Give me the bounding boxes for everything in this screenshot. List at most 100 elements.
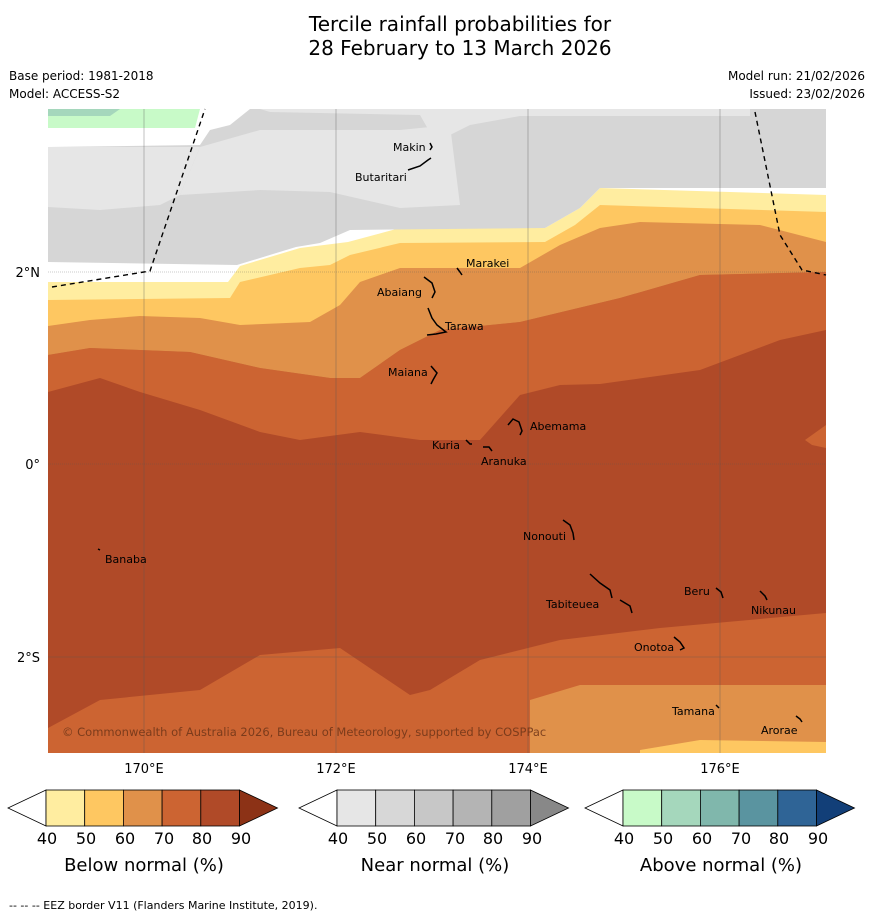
onotoa-shape <box>673 636 686 651</box>
kuria-shape <box>465 439 472 445</box>
beru-shape <box>715 587 724 599</box>
abaiang-shape <box>423 276 436 299</box>
label-abemama: Abemama <box>530 420 586 433</box>
tick-below-90: 90 <box>231 829 251 848</box>
colorbar-above <box>584 789 856 827</box>
eez-border-east <box>754 111 827 276</box>
tick-near-70: 70 <box>445 829 465 848</box>
colorbar-swatch <box>777 789 817 827</box>
eez-footnote: -- -- -- EEZ border V11 (Flanders Marine… <box>9 899 318 912</box>
island-shapes <box>97 142 803 723</box>
abemama-shape <box>507 418 523 436</box>
colorbar-swatch <box>375 789 415 827</box>
label-tamana: Tamana <box>671 705 715 718</box>
zone-above-60 <box>48 109 120 116</box>
legend-near-label: Near normal (%) <box>361 855 510 876</box>
label-onotoa: Onotoa <box>634 641 674 654</box>
base-period: Base period: 1981-2018 <box>9 69 154 83</box>
lat-label-2n: 2°N <box>16 266 41 281</box>
nonouti-shape <box>562 519 575 541</box>
colorbar-extend-low <box>298 789 338 827</box>
tick-near-90: 90 <box>522 829 542 848</box>
label-tarawa: Tarawa <box>444 320 484 333</box>
zone-below-70-north <box>48 272 826 440</box>
issued-date: Issued: 23/02/2026 <box>749 87 865 101</box>
eez-border <box>51 108 827 288</box>
tick-below-80: 80 <box>192 829 212 848</box>
legend-above-label: Above normal (%) <box>640 855 802 876</box>
colorbar-swatch <box>413 789 454 827</box>
legend-near-normal: 40 50 60 70 80 90 Near normal (%) <box>298 789 570 876</box>
lat-label-0: 0° <box>25 458 40 473</box>
legend-above-normal: 40 50 60 70 80 90 Above normal (%) <box>584 789 856 876</box>
aranuka-shape <box>483 446 493 452</box>
probability-map <box>48 109 826 753</box>
meta-right: Model run: 21/02/2026 Issued: 23/02/2026 <box>728 67 865 103</box>
lat-axis: 2°N 0° 2°S <box>16 266 41 666</box>
lat-label-2s: 2°S <box>17 651 40 666</box>
tick-below-50: 50 <box>76 829 96 848</box>
meta-left: Base period: 1981-2018 Model: ACCESS-S2 <box>9 67 154 103</box>
tick-near-50: 50 <box>367 829 387 848</box>
label-makin: Makin <box>393 141 426 154</box>
zone-near-50-left <box>48 147 200 210</box>
colorbar-below <box>7 789 279 827</box>
tick-below-40: 40 <box>37 829 57 848</box>
tick-near-60: 60 <box>406 829 426 848</box>
tamana-shape <box>715 704 720 709</box>
legend-below-label: Below normal (%) <box>64 855 224 876</box>
colorbar-swatch <box>45 789 86 827</box>
tick-above-80: 80 <box>769 829 789 848</box>
label-marakei: Marakei <box>466 257 509 270</box>
colorbar-extend-high <box>816 789 856 827</box>
label-banaba: Banaba <box>105 553 147 566</box>
graticule <box>48 109 826 753</box>
colorbar-swatch <box>200 789 240 827</box>
tick-above-70: 70 <box>731 829 751 848</box>
label-aranuka: Aranuka <box>481 455 527 468</box>
label-butaritari: Butaritari <box>355 171 407 184</box>
colorbar-swatch <box>738 789 779 827</box>
copyright-notice: © Commonwealth of Australia 2026, Bureau… <box>62 725 546 739</box>
lon-label-174: 174°E <box>508 762 548 777</box>
lon-axis: 170°E 172°E 174°E 176°E <box>124 762 740 777</box>
colorbar-swatch <box>622 789 663 827</box>
zone-near-50-top <box>260 109 750 150</box>
tarawa-shape <box>426 307 448 336</box>
island-labels: Makin Butaritari Marakei Abaiang Tarawa … <box>105 141 798 737</box>
makin-shape <box>429 142 433 151</box>
model-name: Model: ACCESS-S2 <box>9 87 121 101</box>
colorbar-swatch <box>452 789 493 827</box>
arorae-shape <box>795 715 803 723</box>
label-nikunau: Nikunau <box>751 604 796 617</box>
label-maiana: Maiana <box>388 366 428 379</box>
tick-near-80: 80 <box>483 829 503 848</box>
eez-border-west <box>51 108 206 288</box>
label-abaiang: Abaiang <box>377 286 422 299</box>
colorbar-swatch <box>336 789 377 827</box>
ticks-above: 40 50 60 70 80 90 <box>614 829 828 848</box>
zone-near-50-center <box>180 125 460 208</box>
nikunau-shape <box>759 590 768 601</box>
zone-below-50-south <box>640 740 826 753</box>
label-nonouti: Nonouti <box>523 530 566 543</box>
colorbar-swatch <box>84 789 124 827</box>
banaba-shape <box>97 548 101 551</box>
colorbar-extend-high <box>239 789 279 827</box>
tick-near-40: 40 <box>328 829 348 848</box>
colorbar-swatch <box>491 789 531 827</box>
model-run: Model run: 21/02/2026 <box>727 69 865 83</box>
colorbar-extend-low <box>7 789 47 827</box>
tabiteuea-north-shape <box>589 573 613 599</box>
maiana-shape <box>430 365 438 385</box>
tick-above-50: 50 <box>653 829 673 848</box>
ticks-near: 40 50 60 70 80 90 <box>328 829 542 848</box>
tick-below-60: 60 <box>115 829 135 848</box>
zone-below-70-east <box>805 425 826 448</box>
tick-above-90: 90 <box>808 829 828 848</box>
label-kuria: Kuria <box>432 439 460 452</box>
lon-label-172: 172°E <box>316 762 356 777</box>
ticks-below: 40 50 60 70 80 90 <box>37 829 251 848</box>
tick-above-40: 40 <box>614 829 634 848</box>
